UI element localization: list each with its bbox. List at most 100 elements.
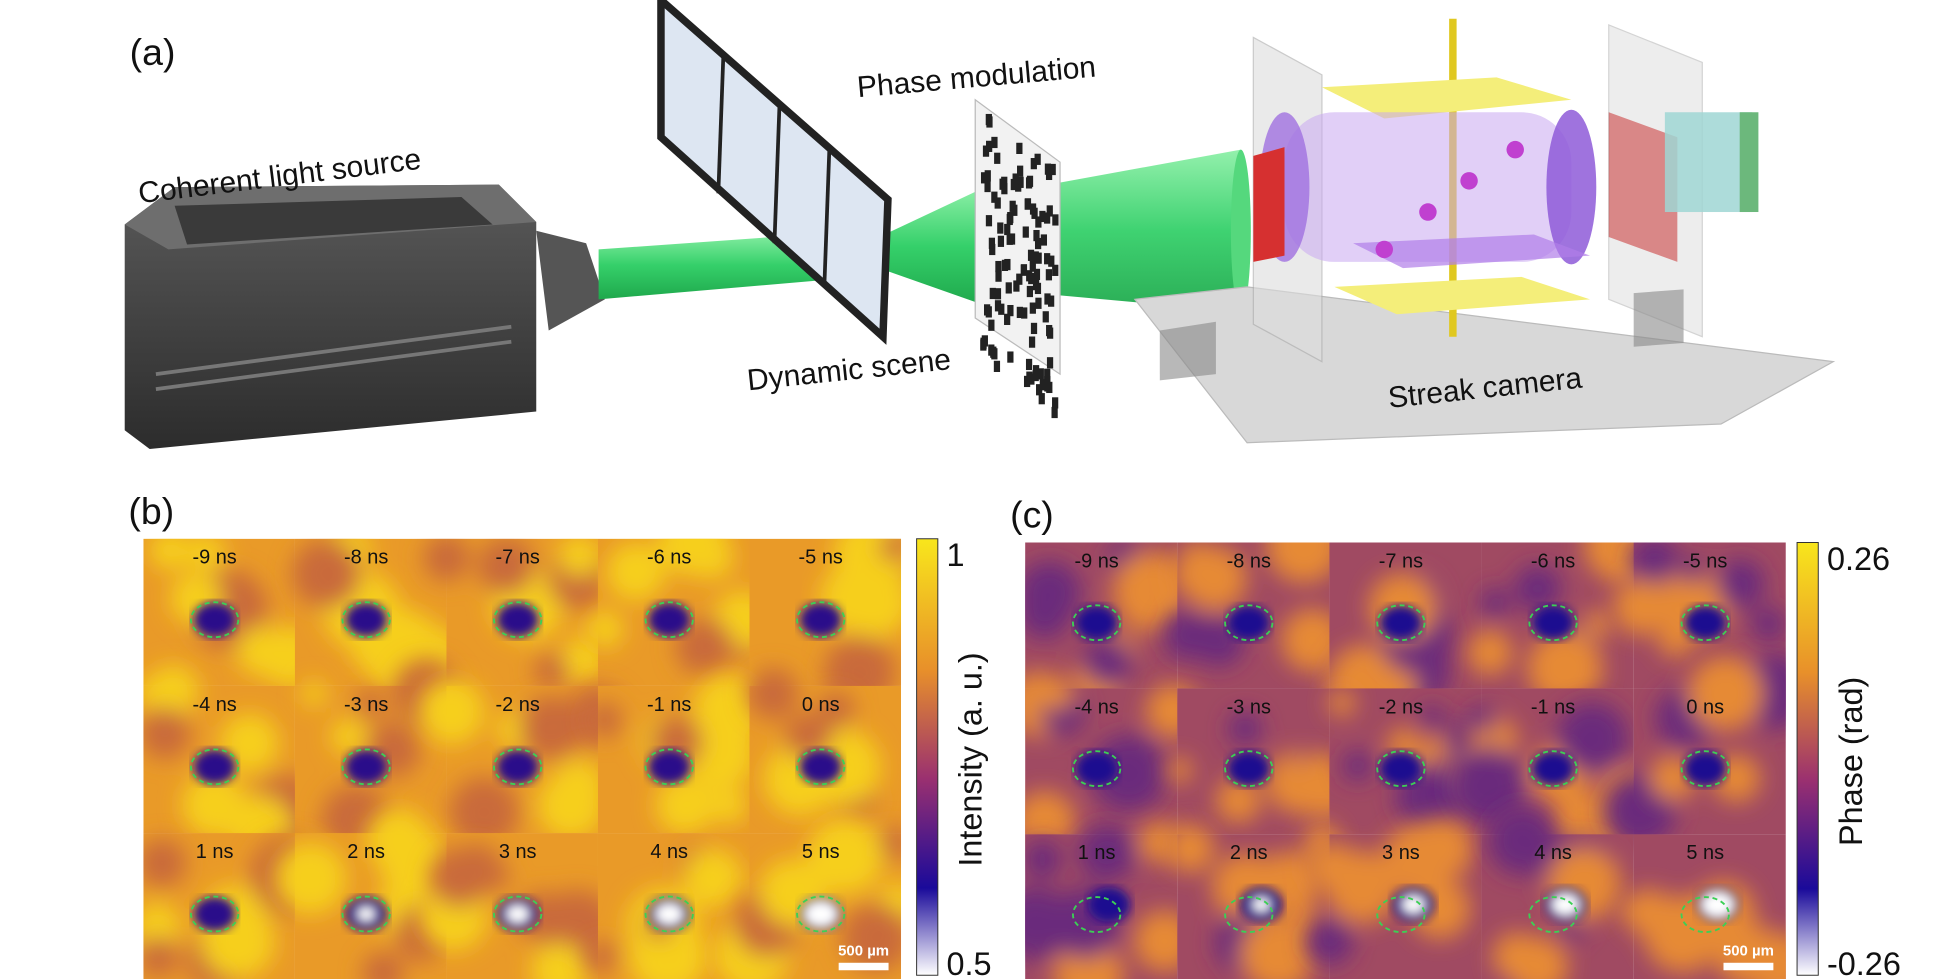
roi-outline [190,601,240,639]
intensity-panel: (b) -9 ns -8 ns -7 ns -6 ns -5 ns -4 ns -3 ns -2… [128,490,992,979]
mask-pixel [1044,163,1052,175]
texture-blob [558,538,601,577]
roi-outline [190,748,240,786]
feature-dark [1531,751,1575,787]
frame-time: 5 ns [1686,842,1724,864]
feature-dark [1379,605,1423,641]
frame-texture [586,674,765,836]
texture-blob [1508,936,1568,979]
feature [344,749,388,785]
scale-bar-label: 500 µm [1723,942,1774,959]
frame-texture [586,538,772,676]
texture-blob [330,718,367,755]
mask-pixel [1046,357,1054,369]
frame: -5 ns [749,538,902,709]
feature [344,896,388,932]
texture-blob [1328,689,1356,717]
frame-time: -1 ns [1531,696,1575,718]
colorbar-title: Phase (rad) [1833,677,1869,846]
texture-blob [423,538,471,582]
illustration-part [879,187,986,306]
mask-pixel [1028,272,1035,285]
mask-pixel [1009,200,1016,212]
frame-texture [418,678,628,847]
texture-blob [1090,734,1167,812]
mask-pixel [1020,264,1028,276]
mask-pixel [1034,282,1042,295]
mask-pixel [1030,322,1038,335]
feature [1684,751,1727,787]
frame-time: 3 ns [1382,842,1420,864]
texture-blob [1487,805,1558,876]
mask-pixel [984,180,991,193]
texture-blob [1182,546,1247,611]
frame-time: 0 ns [1686,696,1724,718]
texture-blob [879,538,902,562]
mask-pixel [1029,260,1036,272]
colorbar-min: -0.26 [1827,946,1901,979]
roi-outline [341,748,391,786]
texture-blob [143,707,191,760]
component-label: Dynamic scene [746,343,953,397]
feature-dark [1087,887,1131,923]
texture-blob [362,952,404,979]
frame: -8 ns [291,538,464,705]
mask-pixel [1024,198,1032,210]
texture-blob [291,539,361,609]
roi-outline [796,748,846,786]
texture-blob [1281,608,1344,672]
frame-time: -5 ns [799,547,843,569]
mask-pixel [1035,297,1042,309]
mask-pixel [1039,379,1046,391]
mask-pixel [1052,214,1059,226]
texture-blob [1469,706,1497,734]
mask-pixel [1004,313,1011,325]
texture-blob [560,637,605,682]
phase-panel: (c) -9 ns -8 ns -7 ns -6 ns -5 ns -4 ns -3 ns -2… [1010,494,1901,979]
roi-outline [796,895,846,933]
colorbar-max: 0.26 [1827,541,1890,577]
mask-pixel [1044,253,1051,265]
texture-blob [837,565,902,638]
frame: -2 ns [1328,688,1491,835]
feature-dark [647,749,691,785]
frame-time: -3 ns [1227,696,1271,718]
feature [647,602,691,638]
mask-pixel [982,145,990,157]
texture-blob [143,677,167,708]
texture-blob [586,941,618,973]
mask-pixel [1016,306,1023,319]
illustration-part [716,56,726,194]
mask-pixel [1029,203,1037,215]
frame-time: 0 ns [802,694,840,716]
roi-outline [1528,604,1578,642]
mask-pixel [1033,229,1040,242]
texture-blob [586,702,623,738]
feature-dark [344,602,388,638]
texture-blob [301,681,327,707]
illustration-part [1334,276,1591,315]
mask-pixel [991,348,998,360]
colorbar-title: Intensity (a. u.) [952,652,988,866]
texture-blob [477,538,535,595]
texture-blob [1480,587,1510,618]
frame-time: -2 ns [496,694,540,716]
illustration-part [1159,321,1216,381]
texture-blob [1112,551,1193,632]
texture-blob [1630,542,1678,584]
texture-blob [1215,778,1261,823]
texture-blob [842,545,875,578]
texture-blob [355,689,385,719]
panel-label: (b) [128,490,174,532]
feature-dark [344,749,388,785]
colorbar-min: 0.5 [947,946,992,979]
feature-dark [647,602,691,638]
illustration-part [1419,203,1437,221]
illustration-part [1608,24,1703,338]
feature [1531,605,1575,641]
frame-time: -5 ns [1683,550,1727,572]
frame: -6 ns [586,538,772,686]
texture-blob [187,538,225,572]
frame-texture [1467,542,1662,706]
mask-pixel [1022,226,1029,238]
